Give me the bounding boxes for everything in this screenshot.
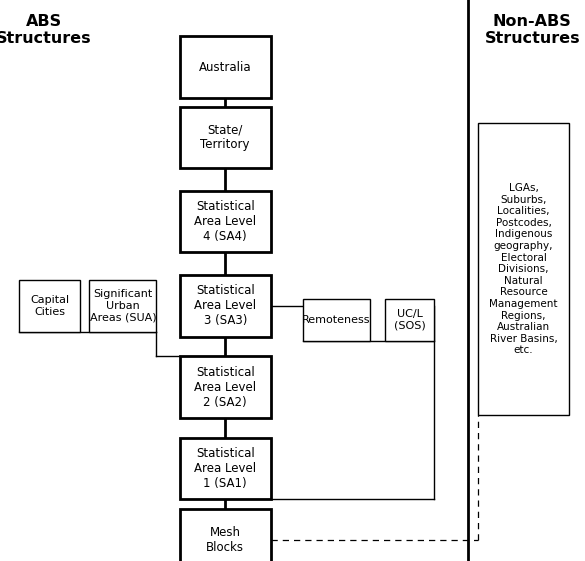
Text: Statistical
Area Level
3 (SA3): Statistical Area Level 3 (SA3) xyxy=(194,284,256,327)
Text: ABS
Structures: ABS Structures xyxy=(0,14,92,47)
Text: Statistical
Area Level
2 (SA2): Statistical Area Level 2 (SA2) xyxy=(194,366,256,408)
FancyBboxPatch shape xyxy=(479,123,569,415)
FancyBboxPatch shape xyxy=(180,275,270,337)
Text: UC/L
(SOS): UC/L (SOS) xyxy=(394,309,425,330)
Text: Capital
Cities: Capital Cities xyxy=(30,295,69,316)
FancyBboxPatch shape xyxy=(180,509,270,561)
Text: Remoteness: Remoteness xyxy=(302,315,371,325)
Text: LGAs,
Suburbs,
Localities,
Postcodes,
Indigenous
geography,
Electoral
Divisions,: LGAs, Suburbs, Localities, Postcodes, In… xyxy=(489,183,558,356)
Text: State/
Territory: State/ Territory xyxy=(201,123,250,151)
Text: Statistical
Area Level
1 (SA1): Statistical Area Level 1 (SA1) xyxy=(194,447,256,490)
FancyBboxPatch shape xyxy=(89,280,157,332)
Text: Australia: Australia xyxy=(199,61,252,74)
FancyBboxPatch shape xyxy=(303,298,370,341)
Text: Mesh
Blocks: Mesh Blocks xyxy=(207,526,244,554)
Text: Non-ABS
Structures: Non-ABS Structures xyxy=(484,14,580,47)
FancyBboxPatch shape xyxy=(180,438,270,499)
FancyBboxPatch shape xyxy=(180,36,270,98)
FancyBboxPatch shape xyxy=(180,191,270,252)
FancyBboxPatch shape xyxy=(385,298,434,341)
FancyBboxPatch shape xyxy=(180,107,270,168)
FancyBboxPatch shape xyxy=(180,356,270,418)
Text: Significant
Urban
Areas (SUA): Significant Urban Areas (SUA) xyxy=(90,289,156,323)
Text: Statistical
Area Level
4 (SA4): Statistical Area Level 4 (SA4) xyxy=(194,200,256,243)
FancyBboxPatch shape xyxy=(19,280,81,332)
